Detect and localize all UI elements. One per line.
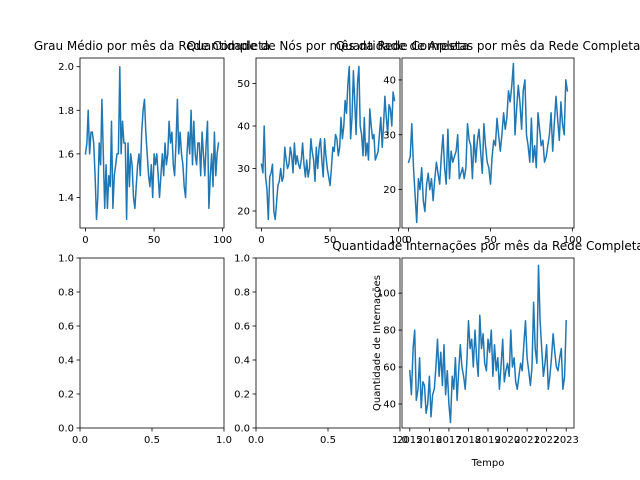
y-tick-label: 0.4: [58, 356, 74, 367]
y-tick-label: 20: [383, 185, 396, 196]
y-tick-label: 30: [237, 164, 250, 175]
x-tick-label: 2015: [397, 435, 422, 446]
series-line-quantidade-nos: [260, 65, 396, 221]
y-tick-label: 0.4: [234, 356, 250, 367]
x-tick-label: 1.0: [216, 435, 232, 446]
axes-frame: [79, 257, 225, 429]
x-tick-label: 2019: [475, 435, 500, 446]
y-tick-label: 0.6: [234, 322, 250, 333]
x-tick-label: 2018: [456, 435, 481, 446]
axes-frame: [401, 57, 575, 229]
series-line-grau-medio: [84, 65, 220, 221]
chart-title: Quantidade Internações por mês da Rede C…: [332, 239, 640, 253]
x-tick-label: 100: [563, 235, 582, 246]
series-line-internacoes: [409, 264, 567, 424]
subplot-grau-medio: 0 50 100 1.4 1.6 1.8 2.0 Grau Médio por mês da …: [34, 39, 270, 246]
y-tick-label: 0.8: [234, 288, 250, 299]
subplot-quantidade-nos: 0 50 100 20 30 40 50 Quantidade de Nós por mês …: [187, 39, 469, 246]
y-tick-label: 40: [383, 399, 396, 410]
axes-frame: [255, 57, 401, 229]
x-tick-label: 0: [258, 235, 264, 246]
x-tick-label: 2020: [495, 435, 520, 446]
y-tick-label: 80: [383, 326, 396, 337]
x-tick-label: 2021: [514, 435, 539, 446]
x-tick-label: 50: [324, 235, 337, 246]
subplot-empty-1: 0.0 0.5 1.0 0.0 0.2 0.4 0.6 0.8 1.0: [58, 254, 232, 447]
x-tick-label: 0: [82, 235, 88, 246]
y-tick-label: 50: [237, 79, 250, 90]
x-tick-label: 0.5: [320, 435, 336, 446]
y-tick-label: 1.0: [234, 254, 250, 265]
subplot-quantidade-arestas: 0 50 100 20 30 40 Quantidade de Arestas por mê…: [336, 39, 640, 246]
x-tick-label: 2022: [534, 435, 559, 446]
y-tick-label: 0.2: [58, 390, 74, 401]
x-tick-label: 50: [148, 235, 161, 246]
x-tick-label: 0.0: [248, 435, 264, 446]
axes-frame: [79, 57, 225, 229]
x-tick-label: 100: [213, 235, 232, 246]
y-tick-label: 60: [383, 363, 396, 374]
y-tick-label: 1.4: [58, 193, 74, 204]
y-tick-label: 0.6: [58, 322, 74, 333]
x-tick-label: 2023: [553, 435, 578, 446]
y-tick-label: 0.8: [58, 288, 74, 299]
y-axis-label: Quantidade de Internações: [372, 275, 383, 411]
y-tick-label: 20: [237, 207, 250, 218]
x-tick-label: 2016: [417, 435, 442, 446]
subplot-empty-2: 0.0 0.5 1.0 0.0 0.2 0.4 0.6 0.8 1.0: [234, 254, 408, 447]
series-line-quantidade-arestas: [407, 62, 569, 224]
x-tick-label: 0: [405, 235, 411, 246]
y-tick-label: 2.0: [58, 62, 74, 73]
x-tick-label: 0.5: [144, 435, 160, 446]
x-tick-label: 0.0: [72, 435, 88, 446]
y-tick-label: 1.6: [58, 149, 74, 160]
y-tick-label: 40: [383, 75, 396, 86]
x-tick-label: 2017: [436, 435, 461, 446]
chart-title: Grau Médio por mês da Rede Completa: [34, 39, 270, 53]
y-tick-label: 0.0: [234, 424, 250, 435]
y-tick-label: 30: [383, 130, 396, 141]
y-tick-label: 0.2: [234, 390, 250, 401]
x-tick-label: 100: [389, 235, 408, 246]
y-tick-label: 40: [237, 122, 250, 133]
chart-title: Quantidade de Nós por mês da Rede Comple…: [187, 39, 469, 53]
chart-title: Quantidade de Arestas por mês da Rede Co…: [336, 39, 640, 53]
x-tick-label: 1.0: [392, 435, 408, 446]
y-tick-label: 0.0: [58, 424, 74, 435]
x-axis-label: Tempo: [471, 458, 505, 469]
y-tick-label: 100: [377, 289, 396, 300]
x-tick-label: 50: [484, 235, 497, 246]
y-tick-label: 1.0: [58, 254, 74, 265]
y-tick-label: 1.8: [58, 106, 74, 117]
